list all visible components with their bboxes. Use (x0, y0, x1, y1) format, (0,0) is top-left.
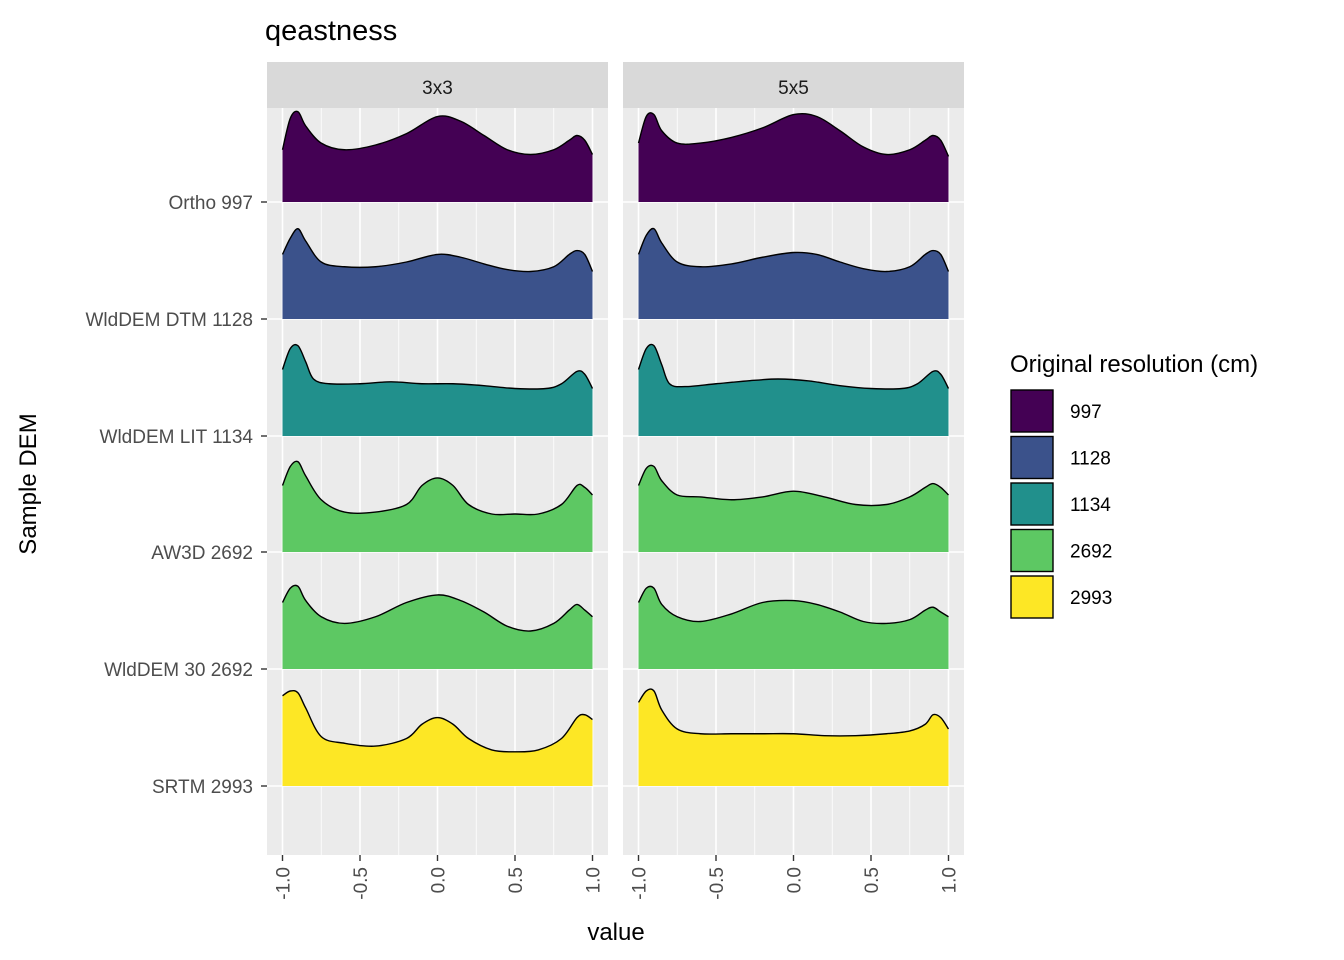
y-tick-label: WldDEM DTM 1128 (85, 310, 253, 331)
ridge-area-wlddem-30-2692 (638, 586, 949, 669)
ridge-outline (281, 110, 594, 156)
facet-panels: 3x3 -1.0 -0.5 0.0 0.5 1.0 5x5 -1.0 -0.5 0.0 0.5 1.0 (267, 62, 964, 900)
y-tick-label: Ortho 997 (169, 193, 254, 214)
legend-key-2692 (1010, 528, 1054, 573)
legend-key-997 (1010, 389, 1054, 433)
x-tick-label: 0.0 (785, 867, 806, 893)
y-tick-label: WldDEM LIT 1134 (100, 427, 254, 448)
x-tick-label: 0.5 (862, 867, 883, 893)
chart-title: qeastness (265, 15, 397, 47)
ridge-area-srtm-2993 (638, 689, 949, 786)
legend-label: 2692 (1070, 542, 1112, 563)
legend-key-1128 (1010, 435, 1054, 480)
ridge-area-wlddem-dtm-1128 (282, 228, 593, 319)
ridge-area-srtm-2993 (282, 690, 593, 786)
y-axis-title: Sample DEM (15, 413, 42, 554)
facet-strip (623, 62, 964, 108)
ridge-area-ortho-997 (638, 112, 949, 202)
facet-strip (267, 62, 608, 108)
ridge-area-ortho-997 (282, 111, 593, 202)
ridge-outline (637, 227, 950, 273)
y-axis: Ortho 997 WldDEM DTM 1128 WldDEM LIT 1134 A… (85, 193, 267, 798)
ridge-outline (637, 112, 950, 157)
ridge-area-wlddem-lit-1134 (282, 344, 593, 436)
ridge-outline (282, 689, 593, 753)
legend-label: 2993 (1070, 588, 1112, 609)
ridge-outline (281, 460, 594, 516)
x-tick-label: 1.0 (584, 867, 605, 893)
legend-label: 997 (1070, 402, 1102, 423)
ridge-area-wlddem-lit-1134 (638, 344, 949, 436)
ridge-area-aw3d-2692 (638, 465, 949, 552)
ridge-outline (637, 464, 949, 507)
ridge-area-wlddem-30-2692 (282, 585, 593, 669)
facet-strip-label: 3x3 (422, 78, 453, 99)
facet-panel-5x5: 5x5 -1.0 -0.5 0.0 0.5 1.0 (623, 62, 964, 900)
x-tick-label: 0.0 (429, 867, 450, 893)
facet-strip-label: 5x5 (778, 78, 809, 99)
ridge-outline (637, 343, 950, 390)
legend-label: 1128 (1070, 449, 1111, 470)
ridge-outline (637, 688, 950, 737)
legend: Original resolution (cm) 997 1128 1134 2692… (1010, 351, 1258, 619)
x-tick-label: 1.0 (940, 867, 961, 893)
legend-title: Original resolution (cm) (1010, 351, 1258, 378)
ridge-outline (281, 228, 594, 273)
y-tick-label: AW3D 2692 (151, 543, 253, 564)
x-tick-label: -1.0 (630, 867, 651, 900)
x-tick-label: -0.5 (707, 867, 728, 900)
y-tick-label: WldDEM 30 2692 (104, 660, 253, 681)
legend-label: 1134 (1070, 495, 1111, 516)
ridge-area-aw3d-2692 (282, 461, 593, 552)
legend-key-1134 (1010, 482, 1054, 526)
x-tick-label: -0.5 (351, 867, 372, 900)
legend-key-2993 (1010, 575, 1054, 619)
x-tick-label: -1.0 (274, 867, 295, 900)
ridge-area-wlddem-dtm-1128 (638, 228, 949, 319)
ridge-outline (281, 584, 593, 632)
x-tick-label: 0.5 (506, 867, 527, 893)
ridge-outline (281, 343, 594, 390)
facet-panel-3x3: 3x3 -1.0 -0.5 0.0 0.5 1.0 (267, 62, 608, 900)
x-axis-title: value (587, 919, 644, 946)
y-tick-label: SRTM 2993 (152, 777, 253, 798)
ridge-outline (637, 585, 949, 625)
